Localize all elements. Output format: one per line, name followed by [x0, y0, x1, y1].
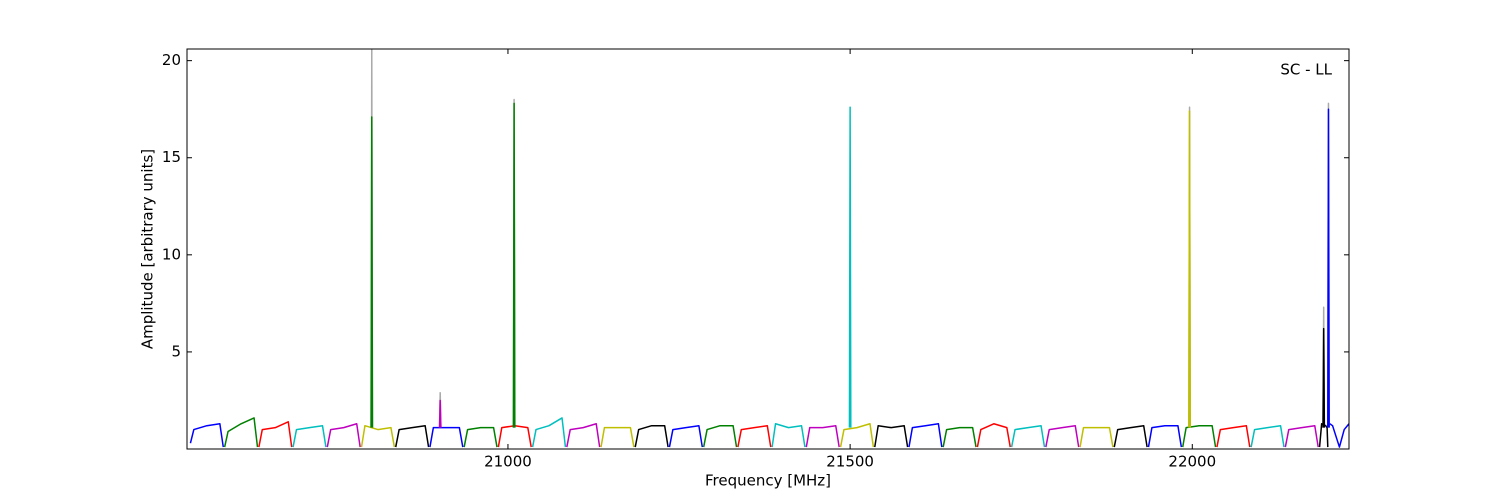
- plot-area: [189, 49, 1349, 448]
- spectrum-line: [512, 102, 516, 428]
- spectrum-line: [908, 423, 943, 448]
- spectrum-line: [1181, 424, 1217, 448]
- spectrum-line: [463, 426, 498, 448]
- spectrum-line: [1318, 423, 1329, 448]
- spectrum-line: [497, 424, 532, 448]
- spectrum-line: [1284, 424, 1319, 448]
- spectrum-line: [429, 426, 464, 448]
- spectrum-line: [370, 116, 374, 428]
- spectrum-line: [438, 399, 442, 428]
- spectrum-line: [976, 423, 1011, 448]
- spectrum-line: [1216, 424, 1251, 448]
- spectrum-line: [600, 426, 635, 448]
- spectrum-line: [848, 106, 852, 428]
- spectrum-line: [942, 426, 977, 448]
- spectrum-line: [668, 424, 704, 448]
- spectrum-line: [1250, 424, 1285, 448]
- spectrum-line: [223, 417, 259, 448]
- spectrum-line: [1327, 108, 1330, 428]
- y-tick-label: 5: [171, 342, 181, 360]
- spectrum-line: [1322, 327, 1326, 428]
- spectrum-line: [874, 424, 909, 448]
- x-tick-label: 22000: [1168, 453, 1216, 471]
- spectrum-line: [189, 423, 225, 448]
- y-axis-label: Amplitude [arbitrary units]: [139, 149, 157, 349]
- x-axis-label: Frequency [MHz]: [705, 472, 831, 490]
- spectrum-line: [1045, 424, 1080, 448]
- y-tick-label: 15: [162, 148, 181, 166]
- spectrum-line: [566, 423, 601, 448]
- spectrum-line: [1079, 426, 1114, 448]
- y-tick-label: 10: [162, 245, 181, 263]
- spectrum-line: [805, 424, 840, 448]
- spectrum-line: [531, 417, 567, 448]
- spectrum-line: [1113, 424, 1148, 448]
- y-tick-label: 20: [162, 51, 181, 69]
- spectrum-line: [292, 424, 327, 448]
- spectrum-line: [1329, 423, 1349, 448]
- spectrum-line: [634, 424, 669, 448]
- x-tick-label: 21000: [484, 453, 532, 471]
- spectrum-line: [771, 423, 806, 448]
- spectrum-line: [839, 423, 875, 448]
- spectrum-line: [360, 424, 396, 448]
- annotation: SC - LL: [1280, 61, 1332, 79]
- spectrum-line: [258, 421, 293, 448]
- spectrum-line: [702, 424, 738, 448]
- spectrum-line: [326, 423, 361, 448]
- axes-frame: [186, 48, 1350, 450]
- spectrum-line: [1010, 424, 1046, 448]
- spectrum-line: [1147, 424, 1183, 448]
- x-tick-label: 21500: [826, 453, 874, 471]
- spectrum-line: [737, 424, 772, 448]
- spectrum-line: [1188, 110, 1191, 428]
- spectrum-line: [394, 424, 430, 448]
